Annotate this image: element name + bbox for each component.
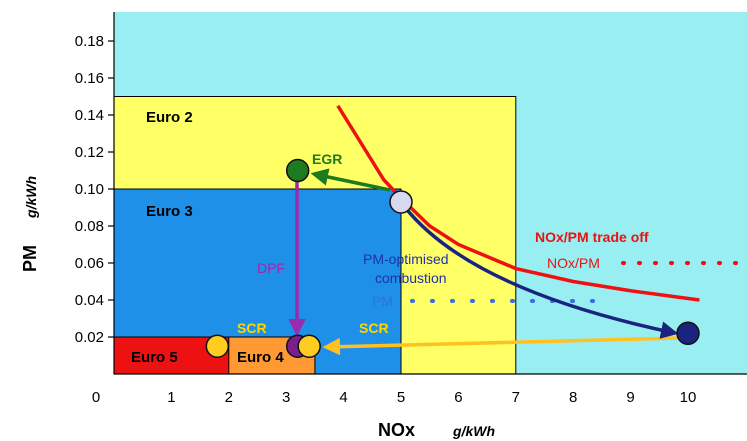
y-tick-label: 0.02 xyxy=(75,329,104,346)
scr-arrow xyxy=(322,336,680,356)
y-tick-label: 0.06 xyxy=(75,255,104,272)
x-tick-label: 9 xyxy=(626,389,634,406)
nox-pm-label: NOx/PM xyxy=(547,255,600,271)
egr-arrow xyxy=(310,168,391,192)
dpf-label: DPF xyxy=(257,260,285,276)
y-axis-ticks: 0.02 0.04 0.06 0.08 0.10 0.12 0.14 0.16 0.18 xyxy=(75,33,114,346)
y-tick-label: 0.08 xyxy=(75,218,104,235)
region-label-euro-3: Euro 3 xyxy=(146,203,193,220)
point-scr-4 xyxy=(297,334,321,358)
pm-optimised-label-line2: combustion xyxy=(375,270,447,286)
tradeoff-curve xyxy=(336,104,700,302)
x-tick-label: 8 xyxy=(569,389,577,406)
x-tick-label: 7 xyxy=(512,389,520,406)
x-tick-label: 0 xyxy=(92,389,100,406)
x-axis-title: NOx xyxy=(378,420,415,440)
point-pm-optimised-combustion-0 xyxy=(389,190,413,214)
x-tick-label: 10 xyxy=(680,389,697,406)
y-axis-title: PM xyxy=(20,245,40,272)
x-tick-label: 1 xyxy=(167,389,175,406)
x-tick-label: 5 xyxy=(397,389,405,406)
y-tick-label: 0.14 xyxy=(75,107,104,124)
pm-label: PM xyxy=(372,293,393,309)
emission-regions xyxy=(113,96,517,375)
y-tick-label: 0.12 xyxy=(75,144,104,161)
x-tick-label: 4 xyxy=(339,389,347,406)
data-points xyxy=(205,158,700,358)
scr-lower-label: SCR xyxy=(359,320,389,336)
x-tick-label: 6 xyxy=(454,389,462,406)
region-label-euro-2: Euro 2 xyxy=(146,109,193,126)
y-tick-label: 0.18 xyxy=(75,33,104,50)
point-egr-1 xyxy=(285,158,310,183)
region-label-euro-5: Euro 5 xyxy=(131,349,178,366)
y-axis-unit: g/kWh xyxy=(23,176,39,219)
egr-label: EGR xyxy=(312,151,342,167)
x-axis-ticks: 0 1 2 3 4 5 6 7 8 9 10 xyxy=(92,389,697,406)
point-low-nox-engine-5 xyxy=(676,321,700,346)
pm-optimised-curve-arrow xyxy=(402,204,679,339)
region-label-euro-4: Euro 4 xyxy=(237,349,284,366)
x-tick-label: 3 xyxy=(282,389,290,406)
point-scr-3 xyxy=(205,334,230,358)
scr-upper-label: SCR xyxy=(237,320,267,336)
x-tick-label: 2 xyxy=(225,389,233,406)
x-axis-unit: g/kWh xyxy=(452,423,495,439)
pm-optimised-label-line1: PM-optimised xyxy=(363,251,449,267)
y-tick-label: 0.04 xyxy=(75,292,104,309)
tradeoff-label: NOx/PM trade off xyxy=(535,229,649,245)
y-tick-label: 0.16 xyxy=(75,70,104,87)
y-tick-label: 0.10 xyxy=(75,181,104,198)
